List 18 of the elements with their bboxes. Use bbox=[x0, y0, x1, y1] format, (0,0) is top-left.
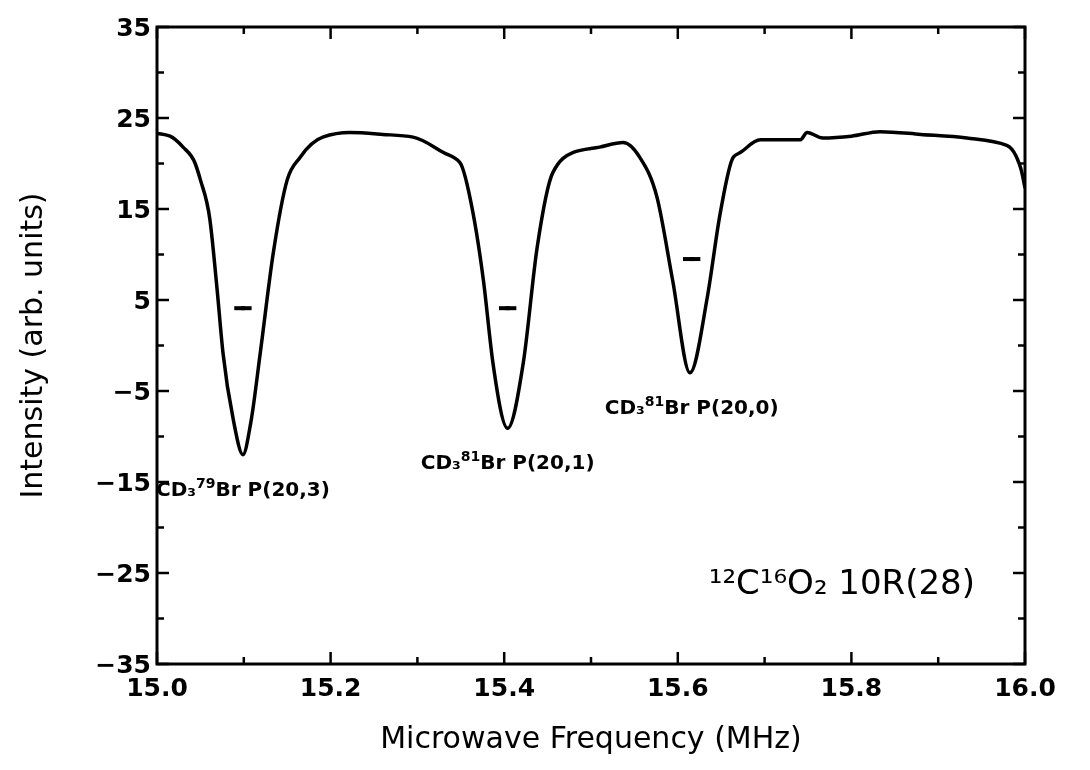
x-tick-label: 15.6 bbox=[646, 673, 709, 702]
y-tick-label: −15 bbox=[95, 467, 151, 497]
annotation: CD₃$^{81}$Br P(20,1) bbox=[420, 448, 595, 475]
y-tick-label: 15 bbox=[116, 194, 151, 224]
y-tick-label: 5 bbox=[133, 285, 151, 315]
x-tick-label: 16.0 bbox=[994, 673, 1056, 702]
y-tick-label: 35 bbox=[116, 12, 151, 42]
x-tick-label: 15.8 bbox=[820, 673, 883, 702]
y-tick-label: −25 bbox=[95, 558, 151, 588]
annotation: CD₃$^{81}$Br P(20,0) bbox=[604, 392, 779, 419]
annotation: ¹²C¹⁶O₂ 10R(28) bbox=[708, 562, 975, 602]
y-tick-label: −5 bbox=[112, 376, 151, 406]
x-tick-label: 15.4 bbox=[473, 673, 536, 702]
y-tick-label: 25 bbox=[116, 103, 151, 133]
y-axis-title: Intensity (arb. units) bbox=[14, 192, 49, 499]
annotation: CD₃$^{79}$Br P(20,3) bbox=[155, 474, 330, 501]
x-tick-label: 15.2 bbox=[299, 673, 362, 702]
x-axis-title: Microwave Frequency (MHz) bbox=[380, 720, 802, 755]
